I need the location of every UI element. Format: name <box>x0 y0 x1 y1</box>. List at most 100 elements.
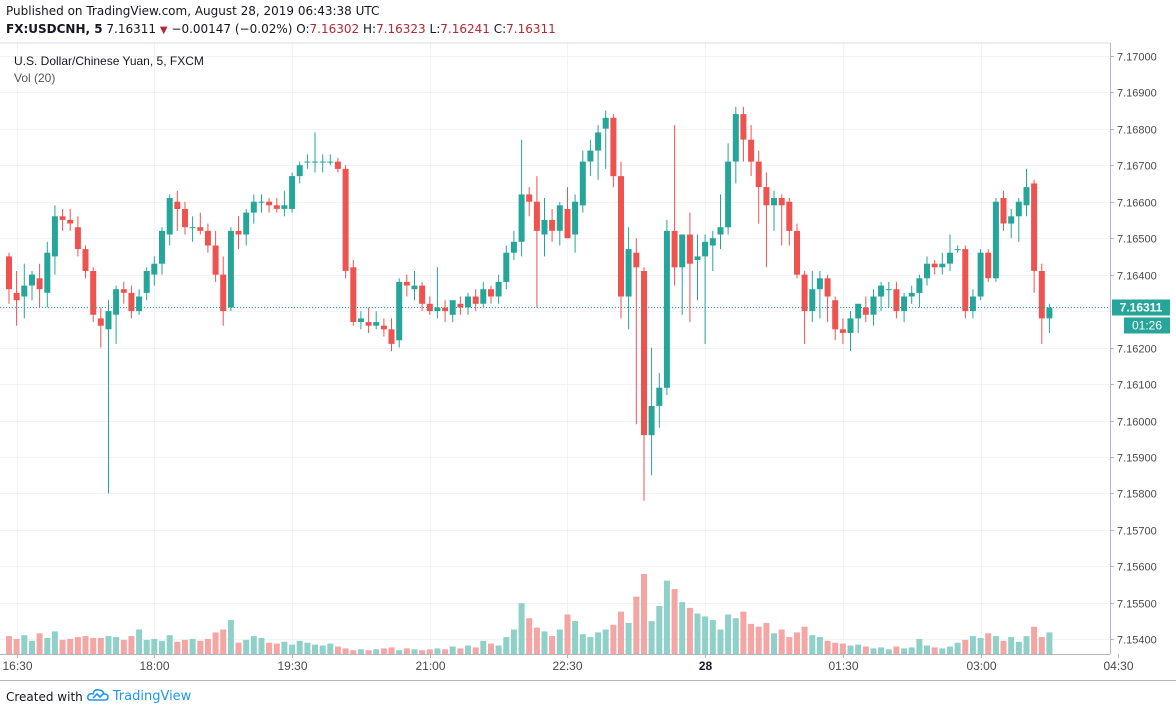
volume-bar <box>189 638 196 654</box>
candle-body <box>13 292 20 301</box>
candle-body <box>235 230 242 235</box>
volume-bar <box>763 622 770 654</box>
volume-bar <box>748 623 755 654</box>
candle-body <box>419 285 426 304</box>
candle-body <box>36 278 43 290</box>
candle-body <box>549 219 556 231</box>
volume-bar <box>717 629 724 654</box>
candle-body <box>641 271 647 436</box>
volume-bar <box>618 611 624 654</box>
candle-body <box>304 161 311 163</box>
volume-bar <box>832 642 839 654</box>
candle-body <box>159 230 165 264</box>
volume-bar <box>725 614 732 654</box>
volume-bar <box>778 629 785 654</box>
candle-body <box>556 205 563 231</box>
candle-body <box>832 300 839 330</box>
volume-bar <box>893 646 900 654</box>
volume-bar <box>6 636 12 654</box>
last-price-tag: 7.16311 01:26 <box>1112 299 1170 334</box>
price-tick-label: 7.15400 <box>1117 635 1157 647</box>
volume-bar <box>656 606 663 654</box>
candle-body <box>1000 198 1007 224</box>
time-tick-label: 21:00 <box>415 659 445 673</box>
symbol-name[interactable]: FX:USDCNH, 5 <box>6 22 103 36</box>
candle-body <box>954 249 961 251</box>
volume-bar <box>442 649 449 654</box>
candle-body <box>327 161 334 163</box>
price-tick-label: 7.16000 <box>1117 417 1157 429</box>
price-axis-ticks: 7.17000 7.16900 7.16800 7.16700 7.16600 7.165… <box>1110 52 1157 647</box>
price-tick-label: 7.16200 <box>1117 344 1157 356</box>
candle-body <box>105 311 112 330</box>
candle-body <box>197 227 204 231</box>
volume-bar <box>426 649 433 654</box>
candle-body <box>495 281 502 297</box>
volume-bar <box>449 646 456 654</box>
candle-body <box>97 318 104 326</box>
volume-bar <box>855 644 862 654</box>
candle-body <box>824 278 831 297</box>
volume-bar <box>143 639 150 654</box>
symbol-ohlc-bar: FX:USDCNH, 5 7.16311 ▼ −0.00147 (−0.02%)… <box>6 22 556 36</box>
candle-body <box>924 263 930 279</box>
candle-body <box>709 238 716 246</box>
candle-body <box>786 201 793 231</box>
volume-bar <box>816 637 823 654</box>
open-label: O: <box>296 22 310 36</box>
volume-bar <box>671 589 678 654</box>
low-value: 7.16241 <box>440 22 490 36</box>
volume-bar <box>679 602 686 654</box>
volume-bar <box>878 647 885 654</box>
volume-bar <box>51 631 58 654</box>
volume-bar <box>771 633 777 654</box>
low-label: L: <box>429 22 441 36</box>
volume-bar <box>755 626 762 654</box>
candle-body <box>243 212 250 235</box>
volume-bar <box>151 638 158 654</box>
volume-bar <box>44 638 51 654</box>
volume-bar <box>312 644 318 654</box>
volume-bar <box>380 648 387 654</box>
open-value: 7.16302 <box>309 22 360 36</box>
candle-body <box>296 165 303 177</box>
candle-body <box>136 296 143 312</box>
volume-bar <box>21 635 28 654</box>
volume-bar <box>82 636 89 654</box>
candle-body <box>717 227 724 235</box>
candle-body <box>962 249 969 312</box>
candle-body <box>1038 271 1045 319</box>
candle-body <box>518 194 525 242</box>
volume-bar <box>128 636 135 654</box>
volume-bar <box>564 614 571 654</box>
candle-body <box>977 252 984 297</box>
volume-bar <box>1000 640 1007 654</box>
tradingview-brand-link[interactable]: TradingView <box>112 689 192 704</box>
volume-bar <box>174 641 181 654</box>
candle-body <box>220 274 227 312</box>
volume-bar <box>1015 641 1022 654</box>
volume-bar <box>327 643 334 654</box>
candle-body <box>472 296 479 304</box>
candle-body <box>182 209 188 228</box>
candle-body <box>380 325 387 330</box>
volume-bar <box>641 574 647 654</box>
candle-body <box>373 322 380 326</box>
candle-body <box>449 300 456 315</box>
volume-bar <box>296 640 303 654</box>
candle-body <box>266 201 273 206</box>
volume-bar <box>388 647 395 654</box>
price-tick-label: 7.16700 <box>1117 161 1157 173</box>
candle-body <box>656 387 663 406</box>
tradingview-cloud-icon[interactable] <box>86 688 109 705</box>
volume-bar <box>503 637 510 654</box>
candle-body <box>794 230 800 275</box>
volume-bar <box>939 648 946 654</box>
candle-body <box>174 201 181 209</box>
price-change: −0.00147 (−0.02%) <box>171 22 293 36</box>
candle-body <box>319 161 326 163</box>
countdown-tag-box <box>1124 317 1170 334</box>
time-axis-ticks[interactable]: 16:30 18:00 19:30 21:00 22:30 28 01:30 03:00 04:… <box>2 654 1176 673</box>
candle-body <box>947 252 953 264</box>
